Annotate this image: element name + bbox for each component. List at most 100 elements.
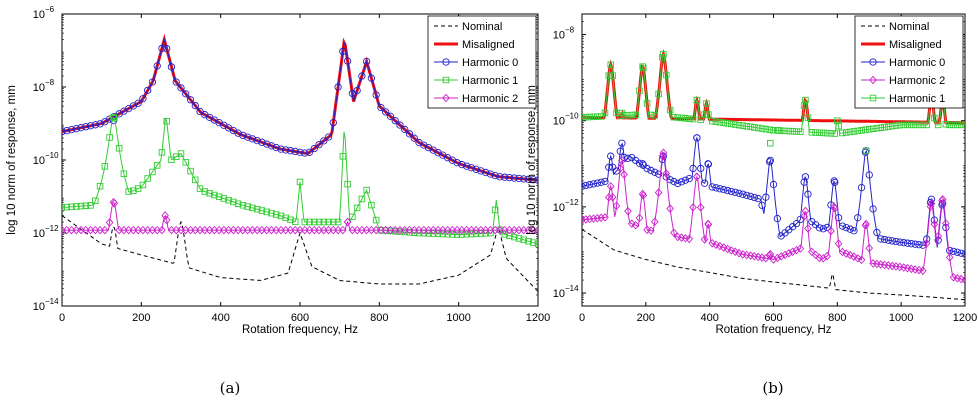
- data-point: [520, 175, 528, 183]
- data-point: [662, 169, 671, 178]
- data-point: [608, 193, 617, 202]
- data-point: [754, 194, 762, 203]
- data-point: [827, 130, 835, 137]
- data-point: [700, 235, 709, 244]
- data-point: [716, 241, 724, 251]
- y-tick-exponent: −12: [45, 224, 59, 233]
- y-tick-label: 10: [33, 9, 45, 21]
- data-point: [330, 218, 337, 226]
- data-point: [282, 214, 289, 222]
- data-point: [362, 57, 371, 66]
- data-point: [582, 114, 586, 121]
- data-point: [442, 93, 450, 103]
- data-point: [324, 133, 333, 141]
- data-point: [628, 111, 636, 119]
- data-point: [896, 238, 904, 246]
- data-point: [651, 168, 659, 176]
- data-point: [334, 218, 342, 226]
- caption-b: (b): [762, 379, 783, 397]
- data-point: [869, 94, 877, 102]
- series-markers-harmonic-2: [62, 197, 538, 235]
- data-point: [463, 231, 470, 238]
- data-point: [961, 250, 965, 258]
- data-point: [674, 179, 682, 188]
- y-tick-label: 10: [33, 155, 45, 167]
- data-point: [453, 159, 461, 167]
- y-tick-label: 10: [33, 301, 45, 313]
- data-point: [853, 253, 862, 263]
- data-point: [82, 202, 90, 210]
- data-point: [272, 143, 280, 152]
- data-point: [655, 90, 662, 98]
- data-point: [77, 202, 85, 210]
- data-point: [922, 238, 931, 248]
- data-point: [720, 119, 727, 127]
- data-point: [425, 230, 432, 237]
- data-point: [758, 125, 766, 132]
- data-point: [525, 237, 532, 245]
- data-point: [586, 113, 593, 121]
- data-point: [244, 203, 251, 210]
- data-point: [582, 215, 590, 224]
- data-point: [343, 217, 352, 227]
- data-point: [230, 198, 237, 206]
- data-point: [693, 134, 701, 142]
- data-point: [605, 72, 613, 79]
- data-point: [363, 186, 370, 194]
- data-point: [819, 225, 827, 233]
- data-point: [857, 183, 866, 192]
- data-point: [396, 121, 404, 129]
- data-point: [372, 216, 380, 224]
- data-point: [846, 128, 854, 136]
- x-tick-label: 1200: [526, 312, 550, 324]
- series-markers-harmonic-0: [62, 44, 538, 184]
- data-point: [934, 231, 942, 241]
- data-point: [866, 126, 873, 133]
- data-point: [501, 173, 509, 181]
- data-point: [800, 178, 808, 186]
- y-tick-exponent: −12: [565, 198, 579, 207]
- data-point: [620, 170, 628, 179]
- data-point: [234, 129, 242, 137]
- data-point: [182, 90, 190, 98]
- data-point: [961, 121, 965, 129]
- data-point: [315, 141, 323, 149]
- data-point: [529, 239, 537, 246]
- data-point: [758, 201, 766, 209]
- data-point: [775, 127, 782, 134]
- data-point: [291, 218, 299, 225]
- data-point: [73, 203, 80, 210]
- x-tick-label: 400: [700, 312, 718, 324]
- data-point: [442, 58, 450, 66]
- data-point: [961, 275, 965, 285]
- data-point: [777, 252, 785, 261]
- data-point: [258, 207, 266, 214]
- data-point: [505, 173, 514, 182]
- data-point: [660, 50, 667, 58]
- data-point: [339, 225, 347, 235]
- data-point: [659, 148, 668, 158]
- data-point: [696, 203, 705, 212]
- data-point: [597, 178, 605, 186]
- data-point: [277, 212, 285, 220]
- data-point: [724, 120, 731, 127]
- data-point: [631, 220, 640, 230]
- data-point: [767, 139, 774, 147]
- data-point: [796, 244, 805, 253]
- data-point: [663, 71, 670, 79]
- data-point: [177, 150, 185, 157]
- data-point: [731, 121, 739, 128]
- data-point: [220, 195, 228, 202]
- data-point: [277, 145, 285, 153]
- data-point: [91, 121, 99, 129]
- data-point: [191, 101, 199, 110]
- data-point: [589, 214, 598, 223]
- data-point: [643, 100, 651, 107]
- data-point: [301, 218, 309, 226]
- data-point: [647, 166, 655, 175]
- data-point: [442, 76, 450, 84]
- data-point: [712, 240, 720, 249]
- data-point: [468, 230, 475, 238]
- data-point: [593, 179, 601, 187]
- data-point: [585, 214, 594, 224]
